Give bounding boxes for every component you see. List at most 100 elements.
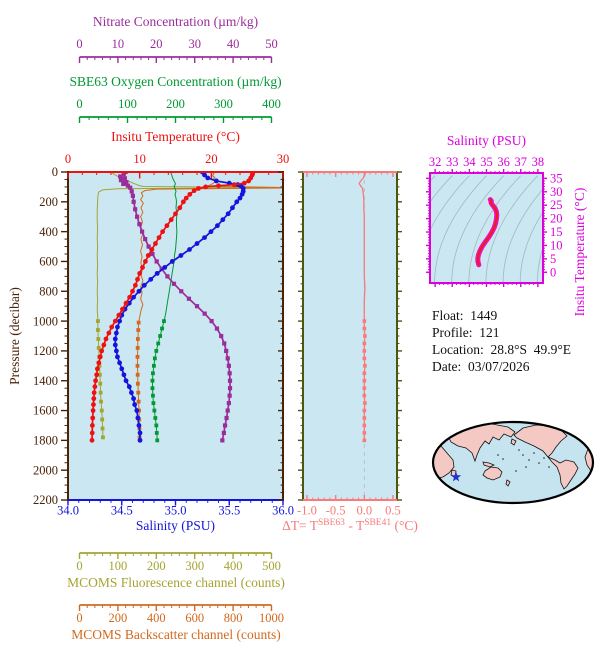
tick-label: 40 bbox=[227, 37, 240, 51]
tick-label: 37 bbox=[514, 155, 527, 169]
tick-label: 20 bbox=[550, 212, 563, 226]
nitrate-markers bbox=[118, 172, 233, 443]
tick-label: 1800 bbox=[33, 434, 58, 448]
tick-label: 200 bbox=[147, 559, 166, 573]
tick-label: 1200 bbox=[33, 344, 58, 358]
tick-label: 600 bbox=[39, 255, 58, 269]
nitrate-axis-title: Nitrate Concentration (µm/kg) bbox=[93, 14, 258, 29]
tick-label: 15 bbox=[550, 225, 563, 239]
tick-label: 2200 bbox=[33, 493, 58, 507]
ts-curve-series bbox=[475, 197, 500, 268]
delta-t-series bbox=[358, 172, 367, 443]
tick-label: 30 bbox=[277, 152, 290, 166]
tick-label: 200 bbox=[166, 97, 185, 111]
nitrate-series bbox=[118, 172, 233, 443]
tick-label: 34.0 bbox=[57, 504, 79, 518]
tick-label: 0 bbox=[76, 97, 82, 111]
backscatter-axis-title: MCOMS Backscatter channel (counts) bbox=[71, 627, 281, 642]
tick-label: 100 bbox=[109, 559, 128, 573]
fluorescence-axis bbox=[78, 552, 273, 559]
oxygen-markers bbox=[150, 319, 166, 443]
delta-label-mid: - T bbox=[345, 518, 365, 533]
tick-label: 800 bbox=[224, 611, 243, 625]
tick-label: 0 bbox=[76, 37, 82, 51]
salinity-series bbox=[112, 172, 246, 443]
tick-label: 2000 bbox=[33, 463, 58, 477]
temperature-axis-title: Insitu Temperature (°C) bbox=[111, 129, 240, 144]
tick-label: 400 bbox=[262, 97, 281, 111]
tick-label: 20 bbox=[205, 152, 218, 166]
tick-label: 36.0 bbox=[272, 504, 294, 518]
tick-label: 500 bbox=[262, 559, 281, 573]
plot-backgrounds bbox=[68, 172, 543, 500]
salinity-markers bbox=[112, 172, 246, 443]
oxygen-curve bbox=[152, 172, 178, 441]
tick-label: 33 bbox=[446, 155, 459, 169]
tick-label: 10 bbox=[550, 238, 563, 252]
tick-label: 32 bbox=[429, 155, 442, 169]
ts-curve-core-curve bbox=[476, 198, 498, 266]
delta-label-suffix: (°C) bbox=[391, 518, 418, 533]
tick-label: 1600 bbox=[33, 404, 58, 418]
backscatter-axis bbox=[78, 604, 273, 611]
fluorescence-curve bbox=[96, 172, 283, 438]
map-outline bbox=[431, 420, 595, 505]
tick-label: 400 bbox=[147, 611, 166, 625]
salinity-axis-title: Salinity (PSU) bbox=[136, 518, 215, 533]
tick-label: 30 bbox=[188, 37, 201, 51]
axes-frames-and-ticks bbox=[61, 56, 547, 611]
tick-label: 10 bbox=[112, 37, 125, 51]
tick-label: 400 bbox=[39, 225, 58, 239]
tick-label: 200 bbox=[109, 611, 128, 625]
main-plot-frame bbox=[61, 171, 284, 506]
tick-label: 34.5 bbox=[111, 504, 133, 518]
tick-label: 10 bbox=[133, 152, 146, 166]
tick-label: 0 bbox=[65, 152, 71, 166]
tick-label: 20 bbox=[150, 37, 163, 51]
oxygen-axis bbox=[78, 116, 273, 123]
world-map-panel bbox=[431, 420, 595, 505]
date-text: Date: 03/07/2026 bbox=[432, 359, 530, 374]
float-id-text: Float: 1449 bbox=[432, 308, 498, 323]
ts-salinity-axis-title: Salinity (PSU) bbox=[447, 133, 526, 148]
tick-label: 400 bbox=[224, 559, 243, 573]
world-map bbox=[431, 420, 595, 505]
tick-label: 200 bbox=[39, 195, 58, 209]
tick-label: 34 bbox=[463, 155, 476, 169]
tick-label: 35 bbox=[480, 155, 493, 169]
tick-label: 300 bbox=[214, 97, 233, 111]
ts-frame bbox=[426, 169, 547, 287]
fluorescence-axis-title: MCOMS Fluorescence channel (counts) bbox=[67, 575, 285, 590]
oxygen-series bbox=[150, 172, 178, 443]
tick-label: -1.0 bbox=[297, 504, 317, 518]
delta-t-frame bbox=[298, 171, 402, 501]
location-text: Location: 28.8°S 49.9°E bbox=[432, 342, 571, 357]
float-location-star bbox=[450, 471, 462, 482]
delta-t-axis-label: ΔT= TSBE63 - TSBE41 (°C) bbox=[282, 518, 418, 533]
tick-label: 0.5 bbox=[385, 504, 401, 518]
tick-label: 0.0 bbox=[357, 504, 373, 518]
tick-label: 1400 bbox=[33, 374, 58, 388]
tick-label: 50 bbox=[265, 37, 278, 51]
tick-label: 35 bbox=[550, 171, 563, 185]
tick-label: -0.5 bbox=[326, 504, 346, 518]
ts-temperature-axis-title: Insitu Temperature (°C) bbox=[572, 188, 587, 317]
tick-label: 38 bbox=[532, 155, 545, 169]
tick-label: 1000 bbox=[259, 611, 284, 625]
fluorescence-markers bbox=[96, 319, 105, 440]
tick-label: 100 bbox=[118, 97, 137, 111]
tick-label: 1000 bbox=[33, 314, 58, 328]
oxygen-axis-title: SBE63 Oxygen Concentration (µm/kg) bbox=[69, 74, 281, 89]
tick-label: 35.0 bbox=[165, 504, 187, 518]
nitrate-axis bbox=[78, 56, 273, 63]
delta-label-sup2: SBE41 bbox=[364, 518, 391, 528]
delta-t-markers bbox=[362, 319, 367, 443]
tick-label: 25 bbox=[550, 198, 563, 212]
tick-label: 5 bbox=[550, 252, 556, 266]
density-contours bbox=[430, 175, 543, 283]
profile-number-text: Profile: 121 bbox=[432, 325, 500, 340]
fluorescence-series bbox=[96, 172, 283, 440]
